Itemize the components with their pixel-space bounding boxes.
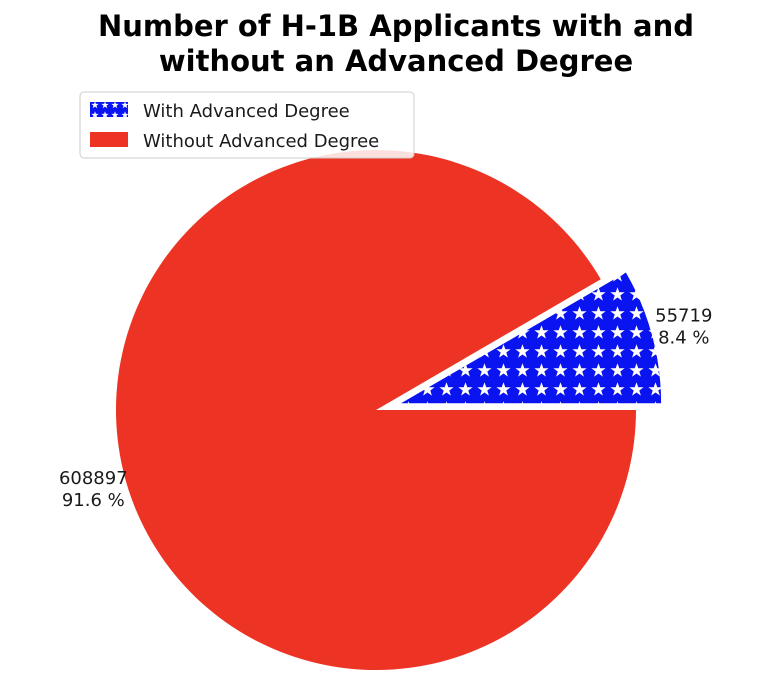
pie-slices xyxy=(115,150,662,671)
slice-percent-label-1: 91.6 % xyxy=(62,490,125,511)
legend-frame xyxy=(79,91,415,159)
slice-value-label-0: 55719 xyxy=(655,305,712,326)
legend-label-with-advanced-degree: With Advanced Degree xyxy=(143,101,350,122)
pie-slice-with-advanced-degree xyxy=(401,272,662,404)
chart-title-line-2: without an Advanced Degree xyxy=(159,44,633,78)
legend-swatch-with-advanced-degree xyxy=(90,102,128,117)
chart-title-line-1: Number of H-1B Applicants with and xyxy=(98,9,694,43)
legend-swatch-without-advanced-degree xyxy=(90,132,128,147)
pie-slice-without-advanced-degree xyxy=(115,150,636,671)
slice-percent-label-0: 8.4 % xyxy=(658,327,709,348)
slice-value-label-1: 608897 xyxy=(59,468,128,489)
legend: With Advanced Degree Without Advanced De… xyxy=(79,91,415,159)
legend-label-without-advanced-degree: Without Advanced Degree xyxy=(143,131,379,152)
